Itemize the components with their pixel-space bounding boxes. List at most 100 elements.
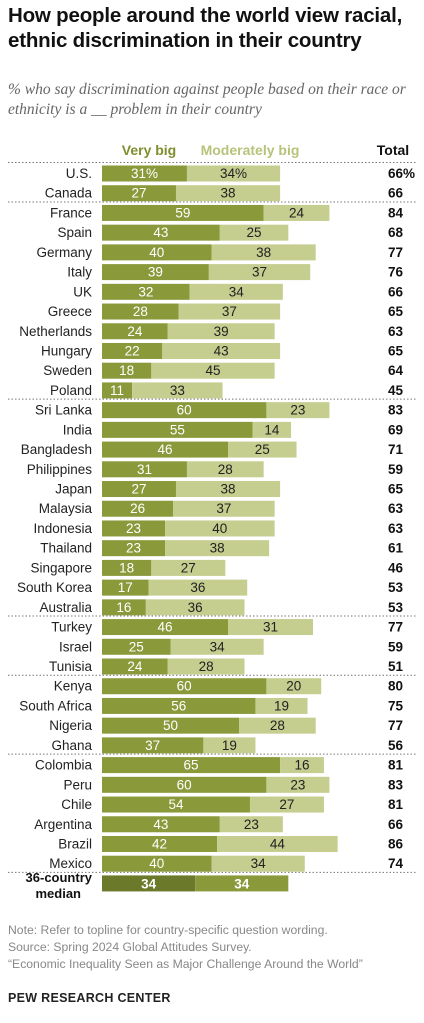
- bar-very-big: [102, 402, 267, 419]
- value-label-moderately-big: 43: [214, 343, 229, 358]
- median-value-moderately-big: 34: [234, 876, 250, 891]
- value-label-very-big: 25: [129, 639, 144, 654]
- total-label: 83: [388, 777, 404, 792]
- bar-moderately-big: [178, 303, 281, 320]
- value-label-very-big: 50: [163, 718, 178, 733]
- bar-very-big: [102, 678, 267, 695]
- country-label: Thailand: [40, 541, 92, 556]
- bar-moderately-big: [228, 619, 313, 636]
- total-label: 77: [388, 718, 403, 733]
- total-label: 66: [388, 186, 404, 201]
- country-label: Kenya: [54, 679, 93, 694]
- total-label: 59: [388, 639, 403, 654]
- bar-moderately-big: [170, 638, 264, 655]
- bar-very-big: [102, 638, 171, 655]
- total-label: 81: [388, 797, 404, 812]
- bar-very-big: [102, 303, 179, 320]
- total-label: 84: [388, 205, 404, 220]
- country-label: Malaysia: [39, 501, 93, 516]
- total-label: 64: [388, 363, 404, 378]
- total-label: 77: [388, 620, 403, 635]
- bar-moderately-big: [165, 540, 270, 557]
- bar-very-big: [102, 520, 166, 537]
- value-label-very-big: 23: [126, 541, 141, 556]
- bar-very-big: [102, 421, 253, 438]
- value-label-very-big: 40: [149, 245, 164, 260]
- bar-moderately-big: [151, 559, 226, 576]
- total-label: 75: [388, 698, 404, 713]
- value-label-very-big: 54: [168, 797, 184, 812]
- value-label-moderately-big: 44: [270, 836, 286, 851]
- bar-very-big: [102, 204, 264, 221]
- value-label-very-big: 11: [110, 383, 124, 398]
- bar-moderately-big: [219, 816, 283, 833]
- value-label-very-big: 60: [177, 679, 192, 694]
- country-label: Argentina: [34, 817, 92, 832]
- bar-moderately-big: [263, 204, 330, 221]
- value-label-moderately-big: 36: [190, 580, 205, 595]
- value-label-moderately-big: 34: [210, 639, 226, 654]
- value-label-very-big: 23: [126, 521, 141, 536]
- value-label-moderately-big: 28: [199, 659, 214, 674]
- bar-very-big: [102, 855, 212, 872]
- value-label-moderately-big: 20: [286, 679, 301, 694]
- bar-moderately-big: [255, 697, 308, 714]
- chart-subtitle: % who say discrimination against people …: [8, 81, 406, 118]
- value-label-very-big: 40: [149, 856, 164, 871]
- legend-very-big: Very big: [122, 142, 176, 158]
- bar-moderately-big: [186, 461, 264, 478]
- bar-very-big: [102, 776, 267, 793]
- value-label-moderately-big: 25: [255, 442, 270, 457]
- country-label: Philippines: [27, 462, 93, 477]
- country-label: Spain: [57, 225, 92, 240]
- value-label-moderately-big: 19: [274, 698, 289, 713]
- country-label: U.S.: [66, 166, 92, 181]
- value-label-very-big: 27: [131, 186, 146, 201]
- bar-moderately-big: [189, 283, 283, 300]
- total-label: 86: [388, 836, 404, 851]
- value-label-moderately-big: 16: [295, 758, 310, 773]
- country-label: France: [50, 205, 92, 220]
- country-label: Turkey: [51, 620, 92, 635]
- total-label: 74: [388, 856, 404, 871]
- value-label-very-big: 24: [127, 659, 143, 674]
- value-label-very-big: 32: [138, 284, 153, 299]
- country-label: Tunisia: [49, 659, 93, 674]
- value-label-moderately-big: 40: [212, 521, 227, 536]
- value-label-very-big: 55: [170, 422, 185, 437]
- country-label: UK: [73, 284, 92, 299]
- bar-very-big: [102, 835, 218, 852]
- value-label-very-big: 24: [127, 324, 143, 339]
- legend-moderately-big: Moderately big: [201, 142, 300, 158]
- value-label-moderately-big: 38: [221, 186, 236, 201]
- median-label-line1: 36-country: [26, 870, 93, 885]
- country-label: Australia: [39, 600, 92, 615]
- note-text: Note: Refer to topline for country-speci…: [8, 923, 328, 937]
- bar-moderately-big: [252, 421, 292, 438]
- value-label-moderately-big: 27: [279, 797, 294, 812]
- bar-very-big: [102, 757, 281, 774]
- total-label: 53: [388, 580, 404, 595]
- total-label: 59: [388, 462, 403, 477]
- value-label-very-big: 65: [184, 758, 199, 773]
- total-header: Total: [377, 142, 409, 158]
- bar-moderately-big: [186, 165, 281, 182]
- value-label-very-big: 46: [158, 442, 173, 457]
- bar-very-big: [102, 362, 152, 379]
- country-label: Sweden: [43, 363, 92, 378]
- country-label: Colombia: [35, 758, 93, 773]
- value-label-very-big: 31%: [131, 166, 158, 181]
- value-label-very-big: 26: [130, 501, 145, 516]
- country-label: Hungary: [41, 343, 92, 358]
- value-label-very-big: 43: [153, 225, 168, 240]
- bar-very-big: [102, 599, 146, 616]
- country-label: Sri Lanka: [35, 403, 93, 418]
- total-label: 66: [388, 817, 404, 832]
- value-label-moderately-big: 38: [221, 482, 236, 497]
- bar-very-big: [102, 441, 229, 458]
- bar-very-big: [102, 579, 149, 596]
- bar-moderately-big: [211, 244, 316, 261]
- total-label: 63: [388, 501, 404, 516]
- bar-moderately-big: [219, 224, 289, 241]
- bar-very-big: [102, 500, 174, 517]
